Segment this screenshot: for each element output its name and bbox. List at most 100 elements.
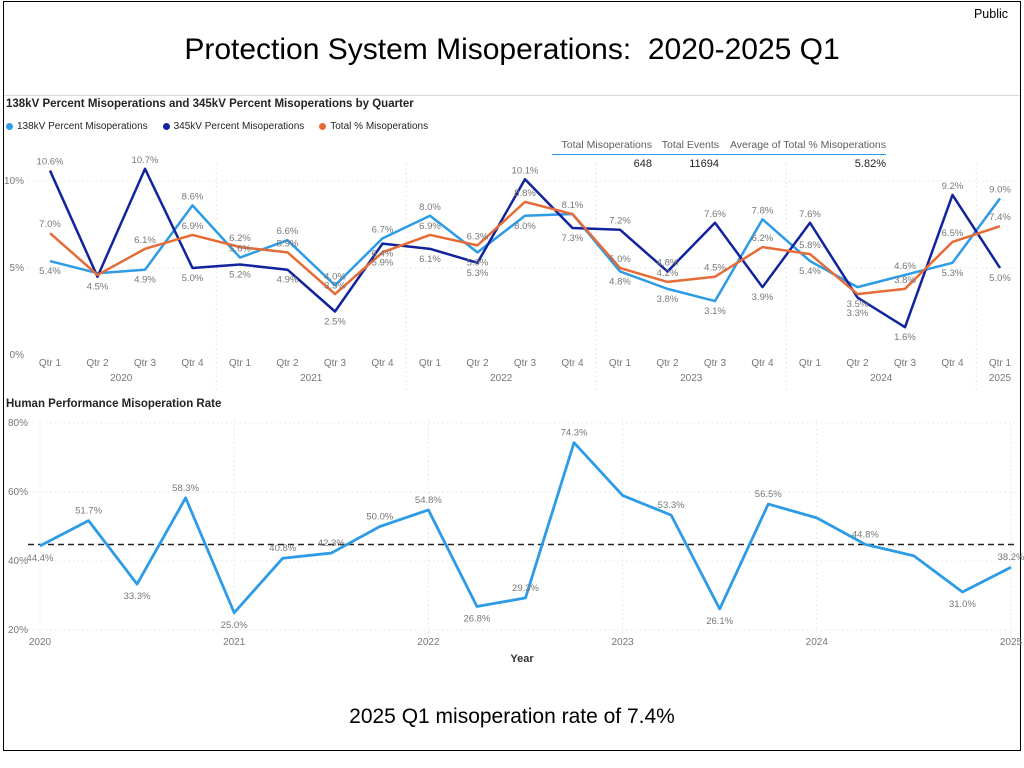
data-label: 10.7%: [132, 155, 159, 166]
summary-column-header: Total Events: [661, 139, 719, 151]
page-title: Protection System Misoperations: 2020-20…: [184, 33, 840, 66]
data-label: 4.8%: [657, 257, 679, 268]
data-label: 9.0%: [989, 184, 1011, 195]
data-label: 26.1%: [706, 616, 733, 627]
x-axis-tick: Qtr 3: [514, 358, 537, 369]
data-label: 54.8%: [415, 495, 442, 506]
x-axis-tick: Qtr 1: [229, 358, 252, 369]
x-axis-tick: Qtr 1: [419, 358, 442, 369]
data-label: 5.8%: [799, 240, 821, 251]
data-label: 8.0%: [514, 221, 536, 232]
summary-header-row: Total Misoperations Total Events Average o…: [552, 139, 886, 155]
data-label: 4.6%: [894, 261, 916, 272]
x-axis-tick: Qtr 4: [371, 358, 394, 369]
data-label: 58.3%: [172, 483, 199, 494]
legend-dot-icon: [162, 123, 170, 130]
x-axis-tick: Qtr 2: [846, 358, 869, 369]
legend-item-1[interactable]: 345kV Percent Misoperations: [162, 121, 305, 132]
data-label: 4.5%: [87, 282, 109, 293]
series-line: [49, 200, 1001, 296]
data-label: 44.8%: [852, 529, 879, 540]
data-label: 3.5%: [324, 280, 346, 291]
data-label: 8.0%: [419, 202, 441, 213]
x-axis-tick: Qtr 3: [894, 358, 917, 369]
series-0: [39, 441, 1012, 615]
x-axis-tick: Qtr 1: [39, 358, 62, 369]
x-axis-year: 2025: [1000, 637, 1023, 648]
data-label: 5.0%: [182, 273, 204, 284]
data-label: 4.9%: [277, 275, 299, 286]
data-label: 38.2%: [998, 552, 1024, 563]
data-label: 4.0%: [324, 271, 346, 282]
data-label: 2.5%: [324, 317, 346, 328]
axes: 0% 5% 10% Qtr 1 Qtr 2 Qtr 3 Qtr 4 Qtr 1 Qtr 2 Qtr…: [4, 176, 1012, 384]
data-label: 6.9%: [182, 221, 204, 232]
y-axis-tick: 60%: [8, 487, 28, 498]
x-axis-year: 2024: [806, 637, 829, 648]
legend-item-0[interactable]: 138kV Percent Misoperations: [6, 121, 148, 132]
data-label: 5.6%: [229, 244, 251, 255]
data-label: 31.0%: [949, 599, 976, 610]
data-label: 4.5%: [704, 263, 726, 274]
data-label: 7.6%: [799, 209, 821, 220]
data-label: 56.5%: [755, 489, 782, 500]
data-label: 6.1%: [419, 254, 441, 265]
data-label: 7.2%: [609, 216, 631, 227]
data-label: 8.8%: [514, 188, 536, 199]
x-axis-year: 2025: [989, 373, 1012, 384]
data-label: 29.3%: [512, 583, 539, 594]
data-label: 4.8%: [609, 276, 631, 287]
x-axis-year: 2021: [223, 637, 246, 648]
chart-human-performance-rate[interactable]: 20% 40% 60% 80% 2020 2021 2022 2023 2024 2025 Year…: [0, 412, 1024, 670]
data-label: 74.3%: [561, 428, 588, 439]
data-label: 5.3%: [942, 268, 964, 279]
legend-label: 138kV Percent Misoperations: [17, 121, 148, 132]
data-label: 26.8%: [463, 614, 490, 625]
legend-item-2[interactable]: Total % Misoperations: [319, 121, 428, 132]
legend-label: Total % Misoperations: [330, 121, 429, 132]
data-label: 3.3%: [847, 308, 869, 319]
data-label: 25.0%: [221, 620, 248, 631]
data-label: 3.1%: [704, 306, 726, 317]
x-axis-year: 2022: [417, 637, 440, 648]
series-line: [48, 167, 1002, 329]
x-axis-tick: Qtr 2: [466, 358, 489, 369]
data-label: 6.5%: [942, 228, 964, 239]
data-label: 6.9%: [419, 221, 441, 232]
data-label: 53.3%: [658, 500, 685, 511]
data-label: 9.2%: [942, 181, 964, 192]
summary-table: Total Misoperations Total Events Average o…: [552, 139, 886, 170]
classification-label: Public: [973, 7, 1008, 21]
series-line: [39, 441, 1012, 615]
x-axis-year: 2020: [110, 373, 133, 384]
x-axis-year: 2021: [300, 373, 323, 384]
data-label: 6.3%: [467, 231, 489, 242]
x-axis-tick: Qtr 3: [134, 358, 157, 369]
data-label: 5.0%: [989, 273, 1011, 284]
summary-column-header: Average of Total % Misoperations: [729, 139, 886, 151]
chart1-legend: 138kV Percent Misoperations 345kV Percent…: [6, 121, 428, 132]
chart1-title: 138kV Percent Misoperations and 345kV Pe…: [6, 98, 414, 110]
data-label: 4.2%: [657, 268, 679, 279]
data-label: 6.4%: [372, 249, 394, 260]
data-label: 7.3%: [562, 233, 584, 244]
data-label: 5.0%: [609, 254, 631, 265]
x-axis-tick: Qtr 3: [704, 358, 727, 369]
legend-dot-icon: [319, 123, 327, 130]
data-label: 4.9%: [134, 275, 156, 286]
data-label: 6.2%: [229, 233, 251, 244]
data-label: 8.6%: [182, 191, 204, 202]
x-axis-tick: Qtr 4: [941, 358, 964, 369]
data-label: 5.4%: [39, 266, 61, 277]
x-axis-year: 2023: [680, 373, 703, 384]
chart-138kv-345kv-by-quarter[interactable]: 0% 5% 10% Qtr 1 Qtr 2 Qtr 3 Qtr 4 Qtr 1 Qtr 2 Qtr…: [0, 140, 1024, 392]
legend-dot-icon: [6, 123, 13, 130]
x-axis-year: 2022: [490, 373, 513, 384]
data-label: 5.9%: [467, 257, 489, 268]
legend-label: 345kV Percent Misoperations: [173, 121, 305, 132]
data-label: 8.1%: [562, 200, 584, 211]
x-axis-tick: Qtr 4: [751, 358, 774, 369]
x-axis-tick: Qtr 4: [561, 358, 584, 369]
summary-value: 5.82%: [854, 158, 886, 170]
